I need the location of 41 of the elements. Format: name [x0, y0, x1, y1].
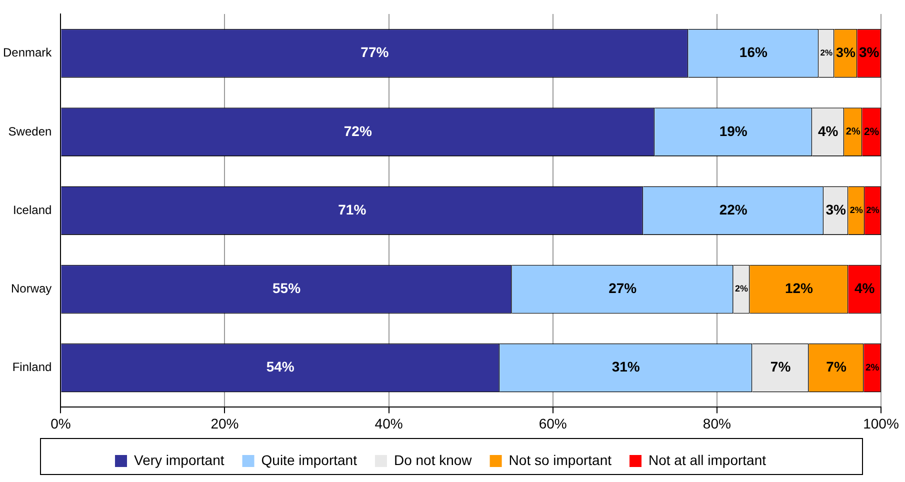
- data-label: 31%: [612, 358, 640, 375]
- data-label: 3%: [858, 44, 880, 60]
- data-label: 12%: [784, 280, 814, 296]
- legend-label: Do not know: [394, 452, 473, 468]
- x-tick-label: 20%: [210, 415, 239, 432]
- y-tick-label: Norway: [10, 282, 52, 296]
- data-label: 55%: [272, 280, 302, 296]
- data-label: 2%: [820, 48, 834, 58]
- x-tick-label: 80%: [702, 415, 731, 432]
- data-label: 3%: [836, 45, 856, 60]
- data-label: 77%: [360, 44, 390, 60]
- y-tick-label: Finland: [12, 360, 52, 374]
- data-label: 54%: [266, 358, 295, 375]
- y-tick-label: Sweden: [8, 124, 52, 138]
- data-label: 19%: [719, 122, 748, 139]
- data-label: 2%: [846, 126, 860, 138]
- x-tick-label: 0%: [50, 415, 71, 432]
- legend-label: Not at all important: [648, 452, 766, 468]
- data-label: 16%: [739, 44, 768, 60]
- data-label: 71%: [338, 201, 367, 218]
- y-tick-label: Iceland: [12, 202, 52, 217]
- data-label: 2%: [866, 362, 880, 374]
- data-label: 3%: [826, 201, 847, 218]
- x-tick-label: 40%: [374, 415, 403, 432]
- data-label: 2%: [735, 284, 748, 294]
- data-label: 7%: [826, 358, 847, 375]
- x-tick-label: 100%: [863, 415, 899, 432]
- data-label: 27%: [608, 280, 638, 296]
- x-tick-label: 60%: [538, 415, 567, 432]
- data-label: 72%: [344, 122, 372, 139]
- data-label: 4%: [854, 280, 876, 296]
- data-label: 7%: [770, 358, 792, 375]
- legend-label: Quite important: [261, 452, 358, 468]
- legend-label: Not so important: [508, 452, 612, 468]
- data-label: 2%: [850, 205, 863, 216]
- data-label: 2%: [864, 126, 880, 138]
- data-label: 22%: [719, 201, 748, 218]
- data-label: 4%: [818, 122, 839, 139]
- data-label: 2%: [866, 205, 880, 216]
- legend-label: Very important: [134, 452, 224, 468]
- y-tick-label: Denmark: [2, 46, 53, 60]
